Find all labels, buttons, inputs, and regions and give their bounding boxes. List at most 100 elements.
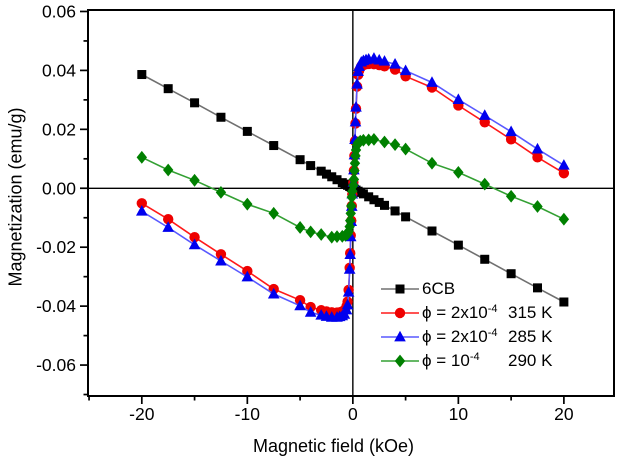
diamond-marker	[558, 212, 570, 226]
diamond-marker	[349, 156, 361, 170]
square-marker	[321, 169, 331, 179]
diamond-marker	[305, 225, 316, 239]
diamond-marker	[315, 228, 327, 241]
circle-marker	[162, 214, 174, 225]
square-marker	[316, 166, 326, 176]
legend-label-exponent: -4	[487, 327, 498, 339]
diamond-marker	[453, 165, 464, 179]
y-tick-label: -0.02	[36, 237, 76, 257]
y-tick-label: 0.02	[42, 119, 76, 139]
square-marker	[380, 200, 390, 210]
square-marker	[480, 254, 490, 264]
square-marker	[269, 141, 279, 151]
triangle-marker	[531, 142, 544, 154]
square-marker	[453, 240, 463, 250]
legend-label-exponent: -4	[487, 303, 498, 315]
triangle-marker	[136, 205, 148, 216]
triangle-marker	[426, 76, 438, 87]
legend-swatch-diamond	[381, 354, 419, 368]
legend-item-phi-1e-4-290k: ϕ = 10-4 290 K	[380, 349, 552, 373]
diamond-marker	[136, 150, 148, 164]
square-marker	[306, 161, 316, 171]
diamond-marker	[532, 200, 543, 213]
legend-label: ϕ = 10-4	[422, 351, 480, 370]
diamond-marker	[426, 156, 438, 170]
series-phi-1e-4-290k	[136, 132, 570, 244]
square-marker	[374, 197, 384, 207]
square-marker	[242, 126, 252, 136]
square-marker	[216, 112, 226, 122]
diamond-marker	[349, 164, 360, 177]
diamond-marker	[394, 354, 406, 368]
square-marker	[559, 297, 569, 307]
y-tick-label: 0.06	[42, 1, 76, 21]
triangle-marker	[267, 287, 280, 299]
square-marker	[401, 212, 411, 222]
diamond-marker	[348, 173, 360, 186]
plot-frame	[87, 9, 615, 397]
legend-temperature: 315 K	[508, 303, 553, 322]
triangle-marker	[351, 78, 363, 89]
triangle-marker	[215, 254, 227, 266]
triangle-marker	[558, 159, 570, 170]
triangle-marker	[304, 306, 317, 317]
legend-swatch-triangle	[381, 330, 419, 342]
diamond-marker	[294, 221, 306, 234]
square-marker	[395, 284, 405, 294]
legend-item-phi-2e-4-285k: ϕ = 2x10-4 285 K	[380, 325, 552, 349]
legend-item-6cb: 6CB	[380, 277, 552, 301]
square-marker	[295, 155, 305, 165]
diamond-marker	[400, 142, 411, 156]
square-marker	[358, 189, 368, 199]
x-tick-label: 0	[348, 404, 358, 424]
square-marker	[332, 175, 342, 185]
legend-temperature: 285 K	[508, 327, 553, 346]
square-marker	[390, 206, 400, 216]
circle-marker	[505, 134, 517, 145]
triangle-marker	[344, 248, 357, 259]
square-marker	[506, 269, 516, 279]
triangle-marker	[389, 58, 401, 69]
diamond-marker	[368, 132, 380, 146]
triangle-marker	[294, 299, 306, 311]
diamond-marker	[189, 173, 200, 187]
triangle-marker	[505, 125, 517, 137]
x-tick-label: 20	[554, 404, 574, 424]
triangle-marker	[349, 115, 362, 127]
triangle-marker	[478, 109, 491, 120]
square-marker	[327, 172, 337, 182]
x-axis-title: Magnetic field (kOe)	[252, 436, 415, 456]
diamond-marker	[242, 197, 253, 211]
legend-label-exponent: -4	[469, 351, 480, 363]
diamond-marker	[345, 206, 356, 220]
circle-marker	[136, 198, 148, 209]
diamond-marker	[505, 189, 517, 203]
triangle-marker	[188, 238, 201, 250]
diamond-marker	[346, 199, 357, 213]
legend-swatch-circle	[381, 307, 419, 319]
circle-marker	[532, 152, 543, 163]
legend-item-phi-2e-4-315k: ϕ = 2x10-4 315 K	[380, 301, 552, 325]
diamond-marker	[344, 220, 355, 233]
square-marker	[533, 283, 543, 293]
circle-marker	[558, 168, 570, 179]
diamond-marker	[358, 133, 369, 147]
triangle-marker	[241, 270, 254, 282]
square-marker	[190, 98, 200, 108]
diamond-marker	[389, 138, 401, 152]
square-marker	[364, 192, 374, 202]
legend-label: 6CB	[422, 279, 456, 298]
x-tick-label: -20	[129, 404, 155, 424]
diamond-marker	[348, 178, 359, 192]
legend-label: ϕ = 2x10-4	[422, 303, 498, 322]
triangle-marker	[342, 286, 355, 297]
x-tick-label: -10	[235, 404, 261, 424]
diamond-marker	[345, 214, 356, 228]
diamond-marker	[215, 185, 227, 199]
triangle-marker	[343, 263, 356, 274]
y-tick-label: 0.00	[42, 178, 76, 198]
diamond-marker	[379, 135, 390, 149]
triangle-marker	[350, 101, 362, 112]
circle-marker	[215, 249, 227, 260]
